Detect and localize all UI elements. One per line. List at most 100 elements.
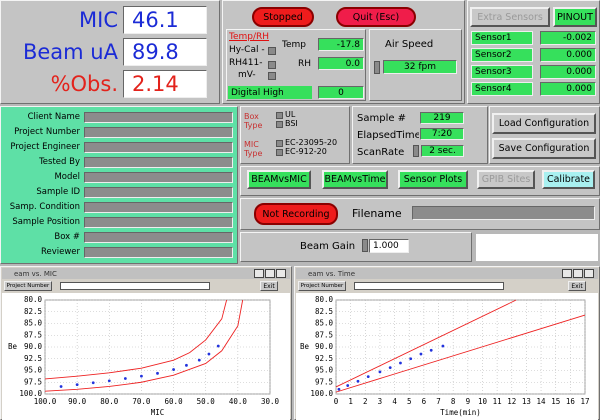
exit-button[interactable]: Exit <box>568 281 586 291</box>
load-config-button[interactable]: Load Configuration <box>492 113 596 134</box>
checkbox[interactable] <box>268 72 276 80</box>
x-tick-label: 0 <box>334 397 339 406</box>
scan-label: ScanRate <box>357 147 405 158</box>
form-field[interactable] <box>84 142 233 153</box>
x-tick-label: 90.0 <box>68 397 87 406</box>
x-tick-label: 11 <box>493 397 502 406</box>
x-tick-label: 16 <box>566 397 576 406</box>
panel <box>240 232 472 262</box>
y-tick-label: 92.5 <box>315 354 333 363</box>
form-label: Tested By <box>39 157 80 167</box>
plot-button[interactable]: BEAMvsTime <box>322 170 388 189</box>
beam-gain-field[interactable]: 1.000 <box>369 239 409 253</box>
form-field[interactable] <box>84 232 233 243</box>
hycal-label: Hy-Cal - <box>229 44 265 55</box>
sensor-value: 0.000 <box>540 48 596 62</box>
form-label: Samp. Condition <box>9 202 80 212</box>
spinner[interactable] <box>362 239 368 252</box>
form-field[interactable] <box>84 217 233 228</box>
recording-button[interactable]: Not Recording <box>254 203 338 225</box>
pinout-button[interactable]: PINOUT <box>553 7 597 27</box>
plot-area <box>2 293 290 420</box>
readout-label: Beam uA <box>22 40 118 64</box>
exit-button[interactable]: Exit <box>260 281 278 291</box>
sensor-label: Sensor2 <box>471 48 533 62</box>
x-tick-label: 6 <box>422 397 427 406</box>
y-tick-label: 97.5 <box>24 377 42 386</box>
y-tick-label: 87.5 <box>315 330 333 339</box>
digital-field: 0 <box>318 86 364 99</box>
data-point <box>75 383 79 386</box>
project-button[interactable]: Project Number <box>4 281 52 291</box>
quit-button[interactable]: Quit (Esc) <box>336 7 416 27</box>
bound-line <box>44 299 228 380</box>
checkbox[interactable] <box>276 121 283 128</box>
plot-button[interactable]: Calibrate <box>542 170 595 189</box>
data-point <box>172 368 175 371</box>
checkbox[interactable] <box>276 112 283 119</box>
x-tick-label: 5 <box>407 397 412 406</box>
sensor-label: Sensor4 <box>471 82 533 96</box>
extra-sensors-button[interactable]: Extra Sensors <box>470 7 550 27</box>
y-tick-label: 100.0 <box>19 389 42 398</box>
rh411-label: RH411- <box>229 57 263 68</box>
data-point <box>59 385 63 388</box>
window-control[interactable] <box>276 269 286 278</box>
window-control[interactable] <box>584 269 594 278</box>
sensor-label: Sensor1 <box>471 31 533 45</box>
y-tick-label: 85.0 <box>24 319 43 328</box>
window-control[interactable] <box>265 269 275 278</box>
project-field <box>60 282 210 290</box>
form-field[interactable] <box>84 202 233 213</box>
y-tick-label: 100.0 <box>310 389 333 398</box>
data-point <box>91 381 95 385</box>
save-config-button[interactable]: Save Configuration <box>492 138 596 159</box>
window-control[interactable] <box>254 269 264 278</box>
form-field[interactable] <box>84 157 233 168</box>
filename-field[interactable] <box>412 206 595 220</box>
x-tick-label: 80.0 <box>100 397 119 406</box>
form-field[interactable] <box>84 127 233 138</box>
data-point <box>216 344 220 348</box>
beam-gain-label: Beam Gain <box>300 241 356 252</box>
form-field[interactable] <box>84 172 233 183</box>
sample-label: Sample # <box>357 113 407 124</box>
x-tick-label: 12 <box>507 397 516 406</box>
plot-button[interactable]: GPIB Sites <box>477 170 535 189</box>
digital-label: Digital High <box>228 86 312 99</box>
form-field[interactable] <box>84 187 233 198</box>
window-control[interactable] <box>573 269 583 278</box>
data-point <box>409 357 413 361</box>
y-tick-label: 80.0 <box>315 295 334 304</box>
x-tick-label: 2 <box>363 397 368 406</box>
y-axis-label: Be <box>8 342 18 351</box>
spinner[interactable] <box>374 61 380 74</box>
project-button[interactable]: Project Number <box>298 281 346 291</box>
x-tick-label: 3 <box>378 397 383 406</box>
x-tick-label: 17 <box>580 397 589 406</box>
data-point <box>156 371 159 375</box>
form-field[interactable] <box>84 112 233 123</box>
blank-box <box>476 234 598 261</box>
scan-field: 2 sec. <box>421 145 464 157</box>
readout-value: 2.14 <box>123 70 207 98</box>
form-label: Project Engineer <box>10 142 80 152</box>
box-option: UL <box>285 109 296 119</box>
checkbox[interactable] <box>276 140 283 147</box>
plot-button[interactable]: Sensor Plots <box>398 170 468 189</box>
y-tick-label: 82.5 <box>315 307 333 316</box>
stopped-button[interactable]: Stopped <box>252 7 314 27</box>
form-field[interactable] <box>84 247 233 258</box>
plot-button[interactable]: BEAMvsMIC <box>247 170 311 189</box>
window-control[interactable] <box>562 269 572 278</box>
y-tick-label: 90.0 <box>24 342 43 351</box>
y-tick-label: 90.0 <box>315 342 334 351</box>
y-tick-label: 87.5 <box>24 330 42 339</box>
checkbox[interactable] <box>268 61 276 69</box>
plot-frame <box>335 299 586 395</box>
checkbox[interactable] <box>268 47 276 55</box>
checkbox[interactable] <box>276 149 283 156</box>
spinner[interactable] <box>413 145 419 157</box>
